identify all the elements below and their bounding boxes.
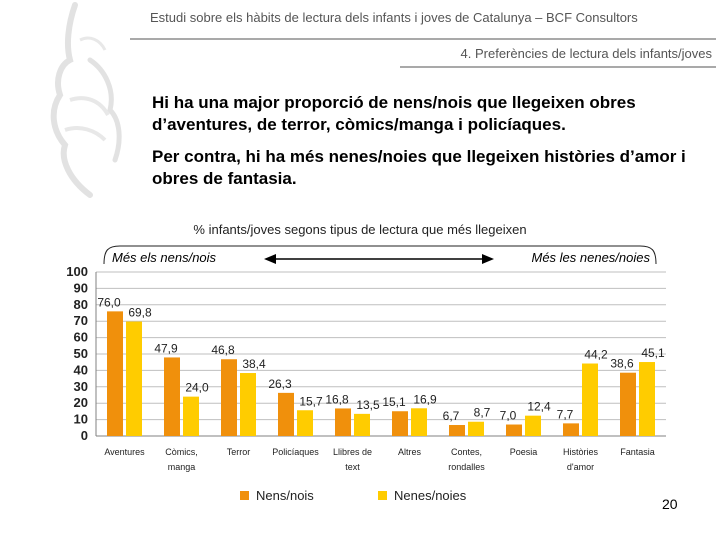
- data-label-girls: 24,0: [185, 381, 209, 395]
- y-tick-label: 80: [74, 297, 88, 312]
- bar-boys: [221, 359, 237, 436]
- y-tick-label: 100: [66, 264, 88, 279]
- y-tick-label: 0: [81, 428, 88, 443]
- data-label-boys: 47,9: [154, 341, 178, 355]
- paragraph-girls: Per contra, hi ha més nenes/noies que ll…: [152, 147, 686, 188]
- bar-boys: [164, 357, 180, 436]
- y-tick-label: 50: [74, 346, 88, 361]
- y-tick-label: 10: [74, 412, 88, 427]
- bar-girls: [468, 421, 484, 436]
- data-label-girls: 69,8: [128, 306, 152, 320]
- bar-girls: [411, 408, 427, 436]
- y-tick-label: 30: [74, 379, 88, 394]
- data-label-boys: 6,7: [443, 409, 460, 423]
- bar-girls: [639, 362, 655, 436]
- x-tick-label: Llibres de: [333, 447, 372, 457]
- data-label-boys: 38,6: [610, 357, 634, 371]
- bar-girls: [183, 396, 199, 436]
- data-label-boys: 16,8: [325, 392, 349, 406]
- bar-girls: [525, 415, 541, 436]
- bar-girls: [297, 410, 313, 436]
- bar-girls: [582, 363, 598, 436]
- data-label-girls: 45,1: [641, 346, 665, 360]
- bar-boys: [278, 392, 294, 436]
- annotation-more-girls: Més les nenes/noies: [531, 250, 650, 265]
- x-tick-label: Terror: [227, 447, 251, 457]
- legend-boys-swatch: [240, 491, 249, 500]
- bar-boys: [392, 411, 408, 436]
- arrow-left-icon: [264, 254, 276, 264]
- x-tick-label: manga: [168, 462, 196, 472]
- bar-boys: [563, 423, 579, 436]
- data-label-boys: 46,8: [211, 343, 235, 357]
- x-tick-label: Policíaques: [272, 447, 319, 457]
- data-label-girls: 12,4: [527, 400, 551, 414]
- header-title: Estudi sobre els hàbits de lectura dels …: [150, 10, 638, 25]
- bracket-line: [103, 245, 657, 265]
- x-tick-label: Fantasia: [620, 447, 655, 457]
- bar-girls: [240, 373, 256, 436]
- x-tick-label: Altres: [398, 447, 422, 457]
- y-tick-label: 70: [74, 313, 88, 328]
- bar-girls: [126, 321, 142, 436]
- page-number: 20: [662, 496, 678, 512]
- y-tick-label: 20: [74, 395, 88, 410]
- legend-boys-label: Nens/nois: [256, 488, 314, 503]
- data-label-girls: 15,7: [299, 394, 323, 408]
- bar-girls: [354, 413, 370, 436]
- annotation-more-boys: Més els nens/nois: [112, 250, 217, 265]
- legend-girls-swatch: [378, 491, 387, 500]
- data-label-girls: 38,4: [242, 357, 266, 371]
- data-label-girls: 8,7: [474, 406, 491, 420]
- x-tick-label: Còmics,: [165, 447, 198, 457]
- header-divider: [130, 38, 716, 40]
- bar-boys: [506, 424, 522, 436]
- x-tick-label: Poesia: [510, 447, 538, 457]
- x-tick-label: Aventures: [104, 447, 145, 457]
- y-tick-label: 60: [74, 330, 88, 345]
- x-tick-label: d'amor: [567, 462, 594, 472]
- data-label-boys: 26,3: [268, 377, 292, 391]
- logo-quill-icon: [50, 2, 122, 198]
- section-title: 4. Preferències de lectura dels infants/…: [460, 46, 712, 61]
- data-label-boys: 7,0: [500, 409, 517, 423]
- data-label-girls: 16,9: [413, 392, 437, 406]
- data-label-girls: 44,2: [584, 348, 608, 362]
- section-divider: [400, 66, 716, 68]
- data-label-girls: 13,5: [356, 398, 380, 412]
- x-tick-label: rondalles: [448, 462, 485, 472]
- bar-boys: [107, 311, 123, 436]
- y-tick-label: 90: [74, 280, 88, 295]
- x-tick-label: Històries: [563, 447, 599, 457]
- legend-girls-label: Nenes/noies: [394, 488, 467, 503]
- data-label-boys: 15,1: [382, 395, 406, 409]
- chart-title: % infants/joves segons tipus de lectura …: [193, 222, 527, 237]
- arrow-right-icon: [482, 254, 494, 264]
- y-tick-label: 40: [74, 362, 88, 377]
- bar-boys: [620, 372, 636, 436]
- bar-boys: [335, 408, 351, 436]
- data-label-boys: 76,0: [97, 295, 121, 309]
- x-tick-label: text: [345, 462, 360, 472]
- data-label-boys: 7,7: [557, 407, 574, 421]
- bar-boys: [449, 425, 465, 436]
- paragraph-boys: Hi ha una major proporció de nens/nois q…: [152, 93, 636, 134]
- x-tick-label: Contes,: [451, 447, 482, 457]
